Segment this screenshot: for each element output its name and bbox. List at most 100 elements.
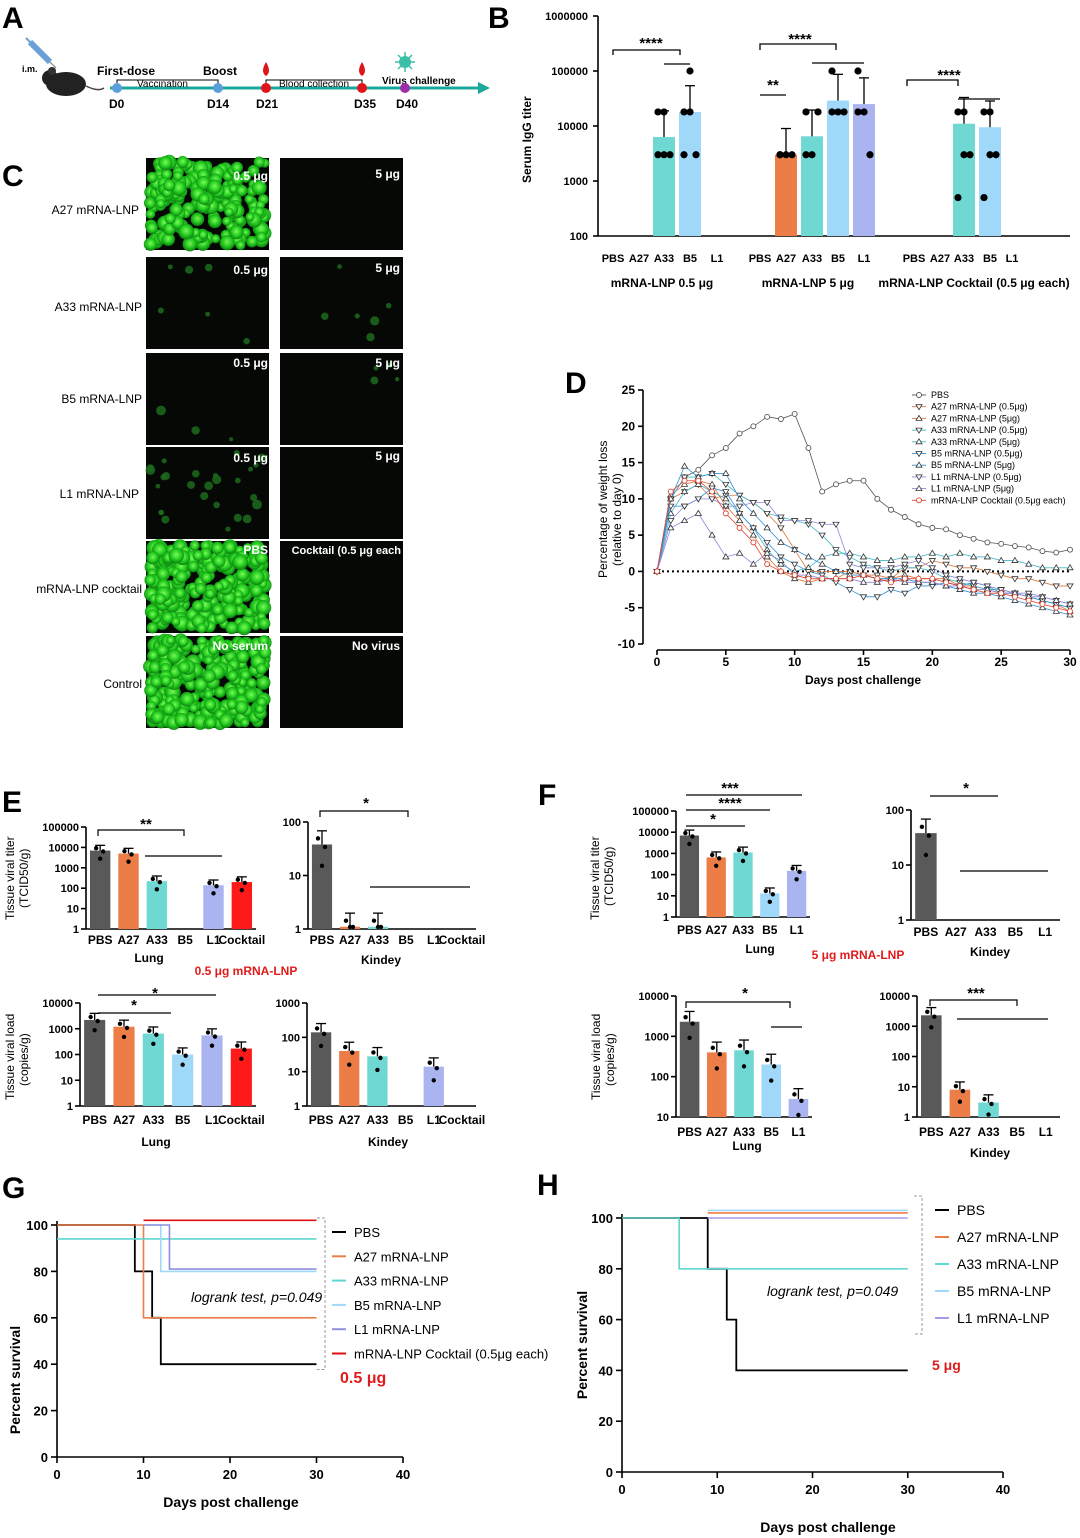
- data-point: [808, 151, 816, 159]
- data-point: [122, 849, 127, 854]
- data-point: [242, 1047, 247, 1052]
- x-tick-label: A33: [954, 253, 974, 265]
- y-tick-label: 10000: [638, 827, 669, 839]
- x-tick-label: 0: [53, 1467, 60, 1482]
- data-point: [828, 108, 836, 116]
- cell: [246, 678, 257, 689]
- bar-pbs: [310, 1032, 332, 1106]
- legend-bracket: [914, 1195, 923, 1335]
- x-tick-label: 40: [996, 1482, 1010, 1497]
- data-point: [314, 1026, 320, 1031]
- y-tick-label: 60: [599, 1313, 613, 1328]
- x-tick-label: A33: [654, 253, 674, 265]
- data-point: [371, 1050, 376, 1055]
- data-point: [791, 410, 798, 417]
- x-tick-label: A33: [802, 253, 822, 265]
- data-point: [686, 67, 694, 75]
- y-tick-label: 100000: [632, 806, 669, 818]
- data-point: [350, 1050, 355, 1055]
- data-point: [151, 1041, 156, 1047]
- data-point: [680, 462, 689, 469]
- data-point: [235, 877, 241, 882]
- data-point: [915, 521, 922, 528]
- data-point: [343, 918, 349, 923]
- panel-e-ylabel-titer: Tissue viral titer: [3, 836, 17, 920]
- sig-mark: ****: [937, 67, 961, 84]
- y-tick-label: 10: [657, 1112, 669, 1124]
- panel-g-label: G: [2, 1172, 25, 1205]
- panel-h-test: logrank test, p=0.049: [767, 1283, 898, 1299]
- legend-label: A27 mRNA-LNP (5μg): [931, 413, 1020, 423]
- data-point: [710, 1045, 715, 1050]
- day-marker: [357, 83, 367, 93]
- organ-label: Kindey: [970, 945, 1010, 959]
- y-tick-label: 10: [892, 860, 904, 872]
- cell: [200, 491, 209, 501]
- data-point: [680, 487, 689, 495]
- y-tick-label: 1000: [55, 863, 79, 875]
- panel-a: A i.m. First-dose Boost Vaccination Bloo…: [2, 2, 490, 111]
- bar-pbs: [679, 1021, 700, 1117]
- day-d40: D40: [396, 97, 418, 111]
- cell: [185, 265, 194, 274]
- cell: [182, 236, 198, 252]
- cell: [162, 702, 176, 716]
- legend-marker: [915, 474, 923, 481]
- data-point: [722, 553, 730, 560]
- y-tick-label: 1000: [645, 1031, 669, 1043]
- cell: [166, 635, 176, 645]
- data-point: [710, 852, 715, 858]
- cell: [198, 229, 208, 240]
- data-point: [983, 569, 992, 576]
- data-point: [154, 1032, 159, 1037]
- data-point: [722, 445, 729, 452]
- x-tick-label: A27: [339, 933, 361, 947]
- panel-e-dose: 0.5 μg mRNA-LNP: [195, 964, 298, 978]
- y-tick-label: 1: [898, 915, 904, 927]
- cell: [240, 718, 250, 728]
- cell: [190, 212, 205, 226]
- x-tick-label: A33: [146, 933, 168, 947]
- cell: [194, 582, 207, 595]
- data-point: [859, 594, 868, 601]
- day-marker: [400, 83, 410, 93]
- cell: [229, 437, 234, 442]
- data-point: [322, 844, 328, 850]
- cell: [154, 593, 166, 605]
- data-point: [1066, 583, 1074, 590]
- data-point: [763, 888, 768, 894]
- data-point: [321, 1031, 327, 1037]
- data-point: [687, 841, 692, 847]
- cell: [143, 237, 158, 251]
- bar-pbs: [311, 844, 333, 929]
- x-tick-label: 30: [309, 1467, 323, 1482]
- panel-e-ylabel-titer-unit: (TCID50/g): [17, 849, 31, 908]
- virus-icon: [395, 52, 415, 72]
- data-point: [735, 510, 744, 518]
- data-point: [960, 108, 968, 116]
- x-tick-label: PBS: [602, 253, 625, 265]
- data-point: [714, 1066, 719, 1071]
- y-tick-label: 1: [295, 924, 301, 936]
- bar-pbs: [921, 1015, 942, 1117]
- sig-mark: ***: [721, 780, 739, 797]
- row-label: B5 mRNA-LNP: [61, 392, 142, 406]
- x-tick-label: PBS: [677, 1125, 702, 1139]
- organ-label: Kindey: [361, 953, 401, 967]
- data-point: [776, 151, 784, 159]
- legend-marker: [915, 484, 923, 492]
- cell: [145, 465, 156, 475]
- data-point: [680, 516, 689, 524]
- x-tick-label: A27: [945, 925, 967, 939]
- data-point: [239, 1056, 244, 1062]
- sig-mark: **: [140, 816, 152, 833]
- y-tick-label: 1: [294, 1101, 300, 1113]
- y-tick-label: 100: [892, 1052, 910, 1064]
- data-point: [1066, 564, 1074, 571]
- bar-b5: [761, 1064, 781, 1117]
- micrograph: [146, 447, 269, 539]
- x-tick-label: B5: [983, 253, 997, 265]
- cell: [200, 571, 213, 584]
- x-tick-label: PBS: [903, 253, 926, 265]
- sig-mark: ****: [718, 795, 742, 812]
